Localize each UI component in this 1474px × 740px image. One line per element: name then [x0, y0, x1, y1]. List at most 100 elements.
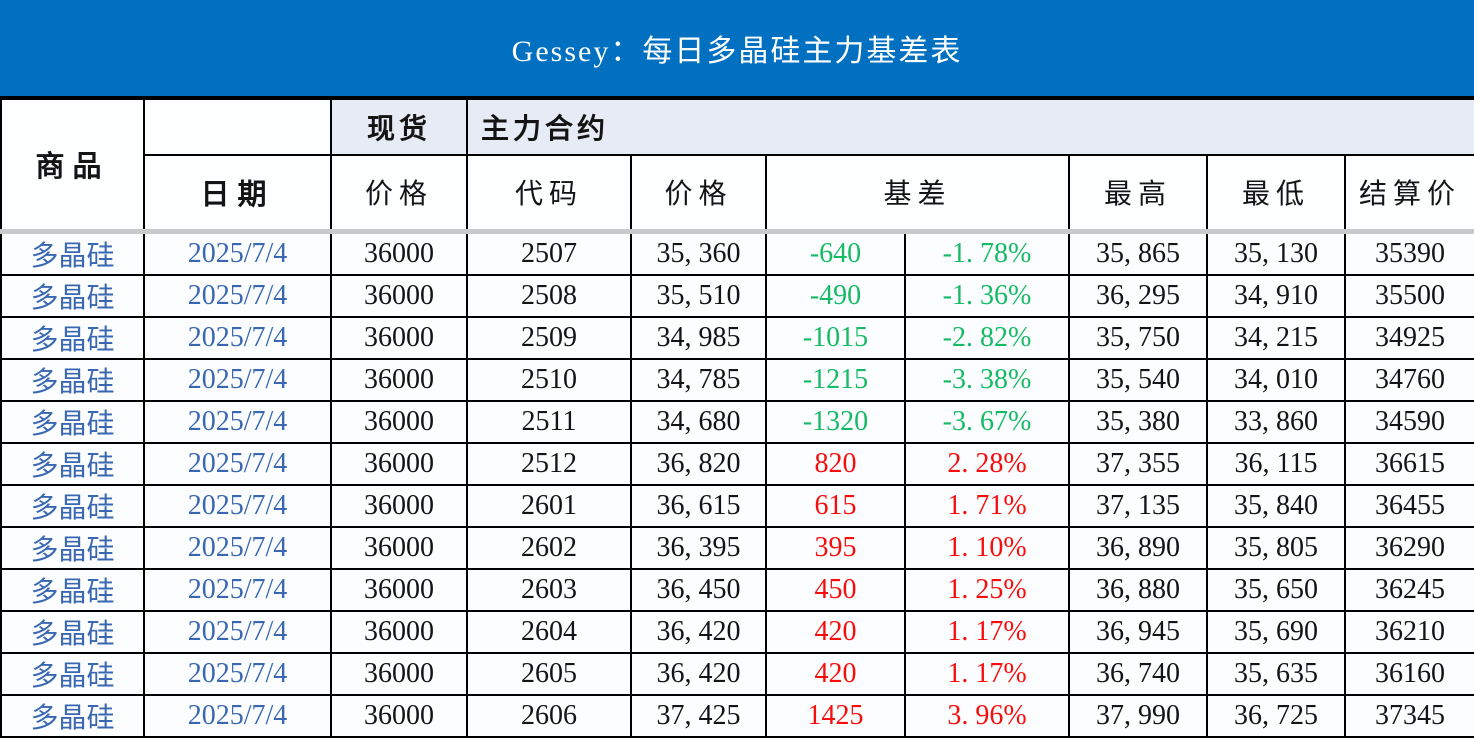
cell-high: 35, 540 [1068, 357, 1208, 402]
header-spot-price: 价格 [330, 154, 468, 232]
cell-commodity: 多晶硅 [0, 273, 145, 318]
cell-settlement: 36290 [1343, 525, 1474, 570]
cell-contract-code: 2601 [466, 483, 632, 528]
cell-basis: -1320 [765, 399, 906, 444]
cell-contract-code: 2603 [466, 567, 632, 612]
cell-low: 35, 650 [1206, 567, 1346, 612]
cell-contract-code: 2604 [466, 609, 632, 654]
table-row: 多晶硅 2025/7/4 36000 2605 36, 420 420 1. 17% 36, … [0, 651, 1474, 696]
cell-basis-pct: -3. 67% [904, 399, 1070, 444]
header-blank-cell [143, 98, 332, 156]
cell-commodity: 多晶硅 [0, 693, 145, 738]
cell-basis-pct: 2. 28% [904, 441, 1070, 486]
cell-high: 35, 380 [1068, 399, 1208, 444]
header-main-contract-group: 主力合约 [465, 98, 1474, 156]
cell-commodity: 多晶硅 [0, 483, 145, 528]
cell-spot-price: 36000 [330, 399, 468, 444]
cell-date: 2025/7/4 [143, 651, 332, 696]
cell-settlement: 34760 [1343, 357, 1474, 402]
cell-low: 35, 805 [1206, 525, 1346, 570]
cell-settlement: 35500 [1343, 273, 1474, 318]
cell-high: 37, 990 [1068, 693, 1208, 738]
cell-date: 2025/7/4 [143, 399, 332, 444]
cell-high: 35, 750 [1068, 315, 1208, 360]
table-row: 多晶硅 2025/7/4 36000 2511 34, 680 -1320 -3. 67% 3… [0, 399, 1474, 444]
cell-high: 36, 945 [1068, 609, 1208, 654]
cell-contract-code: 2606 [466, 693, 632, 738]
cell-settlement: 35390 [1343, 228, 1474, 276]
cell-settlement: 36455 [1343, 483, 1474, 528]
header-low: 最低 [1206, 154, 1346, 232]
cell-high: 36, 880 [1068, 567, 1208, 612]
header-high: 最高 [1068, 154, 1208, 232]
table-row: 多晶硅 2025/7/4 36000 2606 37, 425 1425 3. 96% 37,… [0, 693, 1474, 738]
table-row: 多晶硅 2025/7/4 36000 2602 36, 395 395 1. 10% 36, … [0, 525, 1474, 570]
cell-basis: -1015 [765, 315, 906, 360]
cell-date: 2025/7/4 [143, 441, 332, 486]
cell-basis: -490 [765, 273, 906, 318]
cell-spot-price: 36000 [330, 609, 468, 654]
cell-commodity: 多晶硅 [0, 567, 145, 612]
cell-low: 36, 725 [1206, 693, 1346, 738]
cell-spot-price: 36000 [330, 273, 468, 318]
table-row: 多晶硅 2025/7/4 36000 2508 35, 510 -490 -1. 36% 36… [0, 273, 1474, 318]
cell-commodity: 多晶硅 [0, 609, 145, 654]
cell-basis: 395 [765, 525, 906, 570]
cell-low: 35, 635 [1206, 651, 1346, 696]
cell-contract-code: 2602 [466, 525, 632, 570]
cell-low: 34, 215 [1206, 315, 1346, 360]
cell-contract-code: 2507 [466, 228, 632, 276]
cell-contract-price: 36, 820 [630, 441, 767, 486]
table-row: 多晶硅 2025/7/4 36000 2601 36, 615 615 1. 71% 37, … [0, 483, 1474, 528]
cell-basis: 420 [765, 651, 906, 696]
title-banner: Gessey：每日多晶硅主力基差表 [0, 0, 1474, 98]
cell-date: 2025/7/4 [143, 357, 332, 402]
cell-settlement: 37345 [1343, 693, 1474, 738]
cell-high: 36, 295 [1068, 273, 1208, 318]
cell-contract-code: 2508 [466, 273, 632, 318]
cell-basis: -640 [765, 228, 906, 276]
cell-contract-price: 36, 615 [630, 483, 767, 528]
cell-basis-pct: 1. 17% [904, 609, 1070, 654]
table-row: 多晶硅 2025/7/4 36000 2512 36, 820 820 2. 28% 37, … [0, 441, 1474, 486]
header-code: 代码 [466, 154, 632, 232]
cell-basis: 420 [765, 609, 906, 654]
cell-spot-price: 36000 [330, 693, 468, 738]
cell-low: 35, 690 [1206, 609, 1346, 654]
cell-contract-price: 35, 510 [630, 273, 767, 318]
cell-spot-price: 36000 [330, 483, 468, 528]
table-row: 多晶硅 2025/7/4 36000 2603 36, 450 450 1. 25% 36, … [0, 567, 1474, 612]
cell-basis: -1215 [765, 357, 906, 402]
cell-low: 35, 840 [1206, 483, 1346, 528]
cell-low: 35, 130 [1206, 228, 1346, 276]
cell-contract-price: 35, 360 [630, 228, 767, 276]
cell-date: 2025/7/4 [143, 228, 332, 276]
cell-date: 2025/7/4 [143, 609, 332, 654]
cell-contract-code: 2510 [466, 357, 632, 402]
cell-basis-pct: -2. 82% [904, 315, 1070, 360]
cell-date: 2025/7/4 [143, 273, 332, 318]
cell-date: 2025/7/4 [143, 315, 332, 360]
cell-commodity: 多晶硅 [0, 315, 145, 360]
table-row: 多晶硅 2025/7/4 36000 2604 36, 420 420 1. 17% 36, … [0, 609, 1474, 654]
cell-commodity: 多晶硅 [0, 525, 145, 570]
header-basis: 基差 [765, 154, 1070, 232]
header-date: 日期 [143, 154, 332, 232]
cell-contract-code: 2605 [466, 651, 632, 696]
cell-settlement: 34590 [1343, 399, 1474, 444]
cell-spot-price: 36000 [330, 315, 468, 360]
cell-settlement: 36210 [1343, 609, 1474, 654]
cell-basis: 1425 [765, 693, 906, 738]
cell-basis-pct: 1. 71% [904, 483, 1070, 528]
cell-commodity: 多晶硅 [0, 228, 145, 276]
header-row-columns: 日期 价格 代码 价格 基差 最高 最低 结算价 [1, 154, 1474, 232]
cell-date: 2025/7/4 [143, 567, 332, 612]
cell-settlement: 36160 [1343, 651, 1474, 696]
cell-contract-code: 2512 [466, 441, 632, 486]
cell-spot-price: 36000 [330, 525, 468, 570]
cell-commodity: 多晶硅 [0, 399, 145, 444]
cell-high: 36, 890 [1068, 525, 1208, 570]
cell-basis-pct: 3. 96% [904, 693, 1070, 738]
cell-contract-price: 37, 425 [630, 693, 767, 738]
